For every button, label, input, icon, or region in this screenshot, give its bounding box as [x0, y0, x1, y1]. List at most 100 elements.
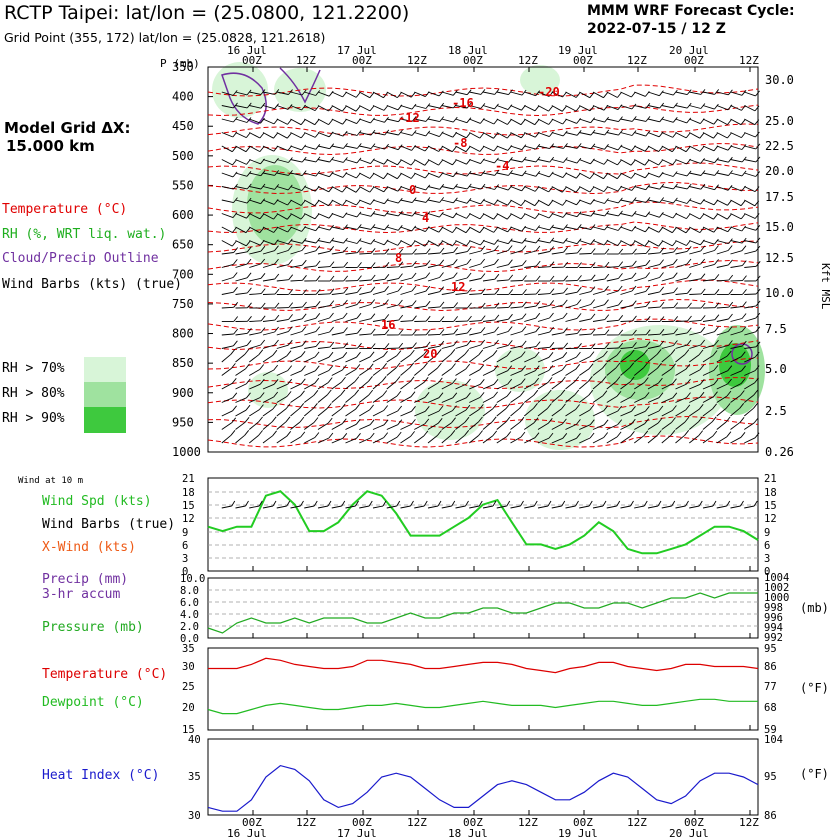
wind-barb-flag [398, 248, 404, 255]
wind-barb [290, 345, 303, 349]
bottom-hour-label: 12Z [627, 816, 647, 829]
wind-barb [331, 226, 344, 231]
wind-barb [331, 437, 343, 444]
wind-barb [249, 277, 262, 282]
wind-barb [290, 395, 301, 403]
wind-barb [551, 423, 563, 430]
wind-barb [606, 159, 618, 166]
wind-barb [551, 213, 564, 218]
wind-barb-flag [698, 430, 704, 436]
wind-barb-flag [382, 390, 388, 396]
wind-barb [359, 380, 369, 390]
wind-barb-flag [260, 273, 266, 279]
wind-barb [620, 132, 633, 136]
wind-barb [496, 186, 509, 191]
wind-barb [606, 91, 618, 98]
wind-barb-flag [576, 299, 582, 305]
wind-barb [427, 410, 440, 417]
wind-barb-flag [535, 237, 541, 244]
wind-barb [716, 186, 729, 191]
wind-barb-flag [755, 131, 760, 138]
temperature-contour [207, 84, 759, 97]
wind-barb-flag [754, 186, 760, 192]
wind-barb [606, 213, 619, 217]
wind-barb-flag [547, 418, 553, 424]
wind-barb-flag [739, 403, 745, 409]
wind-barb [331, 186, 343, 193]
wind-barb [675, 421, 686, 430]
wind-barb-flag [630, 418, 636, 425]
wind-barb-flag [343, 261, 349, 268]
wind-barb-flag [576, 351, 581, 358]
wind-barb-flag [439, 247, 445, 254]
surface-wind-barb [551, 505, 562, 509]
wind-barb [702, 118, 714, 125]
wind-barb-flag [574, 376, 580, 382]
chart-subtitle: Grid Point (355, 172) lat/lon = (25.0828… [4, 30, 326, 45]
wind-barb-flag [232, 227, 237, 233]
pressure-tick-label: 350 [172, 60, 194, 74]
wind-barb-flag [466, 327, 472, 334]
wind-barb-flag [287, 245, 293, 251]
wind-barb [427, 397, 440, 403]
wind-barb [482, 354, 494, 363]
wind-barb [675, 240, 687, 246]
wind-barb [482, 226, 494, 233]
wind-barb-flag [301, 144, 307, 151]
wind-barb-flag [478, 416, 483, 423]
wind-barb-flag [286, 350, 292, 356]
wind-barb-flag [604, 129, 610, 136]
wind-barb [276, 344, 289, 349]
wind-barb [634, 305, 647, 309]
wind-barb-flag [672, 171, 678, 177]
wind-barb-flag [686, 117, 692, 124]
wind-barb [276, 355, 288, 363]
wind-barb-flag [341, 186, 347, 193]
wind-barb [441, 333, 454, 336]
wind-barb-flag [754, 200, 760, 207]
wind-barb-flag [494, 339, 499, 346]
wind-barb-flag [493, 118, 499, 125]
wind-barb [744, 250, 757, 255]
wind-barb [620, 423, 632, 430]
wind-barb-flag [411, 272, 417, 279]
wind-barb [647, 145, 659, 152]
wind-barb-flag [506, 132, 512, 139]
wind-barb [235, 292, 248, 295]
wind-barb [262, 408, 274, 417]
wind-barb-flag [548, 365, 554, 371]
wind-barb-flag [632, 315, 637, 322]
wind-barb-flag [425, 184, 431, 191]
wind-barb [441, 263, 454, 268]
wind-barb [441, 291, 454, 295]
surface-wind-barb-flag [478, 500, 483, 507]
wind-barb [276, 421, 287, 430]
wind-barb [634, 91, 646, 97]
wind-barb [689, 278, 702, 282]
wind-barb [702, 172, 715, 176]
wind-barb [221, 353, 232, 363]
wind-barb [537, 251, 550, 255]
wind-barb-flag [742, 289, 747, 295]
wind-barb [331, 347, 344, 349]
wind-barb [744, 145, 757, 150]
wind-barb [345, 423, 357, 430]
wind-barb [702, 250, 715, 255]
wind-barb [455, 105, 468, 109]
wind-barb [469, 435, 479, 444]
surface-wind-barb [702, 505, 714, 509]
wind-barb [262, 331, 275, 336]
wind-barb [744, 437, 756, 444]
wind-barb [276, 250, 289, 255]
wind-barb-flag [384, 262, 390, 268]
wind-barb-flag [329, 275, 335, 282]
wind-barb [551, 159, 564, 163]
surface-wind-barb [661, 505, 672, 509]
wind-barb [221, 291, 234, 295]
wind-barb-flag [467, 302, 472, 309]
wind-barb [331, 159, 344, 163]
wind-barb [359, 118, 371, 124]
wind-barb-flag [755, 341, 761, 348]
wind-barb-flag [494, 258, 499, 265]
wind-barb-flag [563, 237, 568, 244]
